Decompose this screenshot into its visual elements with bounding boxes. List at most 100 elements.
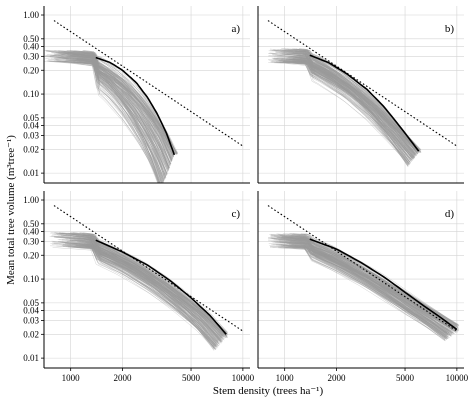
trajectory-line bbox=[70, 52, 164, 182]
trajectory-line bbox=[302, 54, 417, 156]
trajectory-line bbox=[277, 241, 453, 328]
trajectory-line bbox=[54, 53, 169, 171]
trajectory-line bbox=[295, 237, 453, 331]
trajectory-line bbox=[57, 57, 165, 180]
trajectory-line bbox=[53, 243, 224, 336]
trajectory-line bbox=[277, 233, 446, 341]
trajectory-line bbox=[61, 245, 225, 338]
trajectory-line bbox=[62, 60, 168, 174]
trajectory-line bbox=[63, 51, 163, 183]
trajectory-line bbox=[62, 245, 228, 335]
trajectory-line bbox=[60, 237, 222, 337]
trajectory-line bbox=[82, 55, 171, 165]
trajectory-line bbox=[73, 60, 177, 154]
trajectory-line bbox=[63, 246, 215, 350]
trajectory-line bbox=[66, 50, 170, 169]
trajectory-line bbox=[303, 48, 419, 153]
trajectory-line bbox=[280, 246, 456, 328]
trajectory-line bbox=[70, 235, 225, 341]
trajectory-line bbox=[271, 60, 417, 154]
trajectory-line bbox=[291, 50, 410, 162]
y-tick-label: 0.04 bbox=[23, 306, 39, 316]
trajectory-line bbox=[54, 55, 178, 155]
trajectory-line bbox=[303, 240, 453, 330]
trajectory-line bbox=[301, 50, 415, 159]
trajectory-line bbox=[78, 245, 226, 333]
trajectory-line bbox=[72, 50, 173, 160]
trajectory-line bbox=[272, 58, 421, 153]
trajectory-line bbox=[273, 57, 418, 155]
trajectory-line bbox=[295, 48, 418, 155]
y-tick-label: 0.05 bbox=[23, 298, 39, 308]
trajectory-line bbox=[58, 52, 172, 163]
trajectory-line bbox=[271, 57, 415, 156]
trajectory-line bbox=[50, 243, 219, 342]
trajectory-line bbox=[292, 56, 415, 158]
trajectory-line bbox=[44, 50, 163, 183]
trajectory-line bbox=[293, 50, 421, 153]
trajectory-line bbox=[284, 239, 449, 336]
trajectory-line bbox=[286, 237, 459, 331]
trajectory-line bbox=[58, 51, 165, 180]
trajectory-line bbox=[300, 244, 458, 332]
trajectory-line bbox=[75, 235, 222, 338]
panel-grid-lines bbox=[258, 191, 464, 368]
trajectory-line bbox=[85, 237, 222, 343]
trajectory-line bbox=[293, 58, 412, 162]
trajectory-line bbox=[295, 236, 448, 334]
trajectory-line bbox=[278, 237, 451, 336]
trajectory-line bbox=[52, 241, 220, 344]
trajectory-line bbox=[50, 58, 178, 154]
trajectory-line bbox=[76, 60, 175, 155]
trajectory-line bbox=[295, 246, 452, 330]
trajectory-line bbox=[74, 50, 173, 162]
trajectory-line bbox=[56, 60, 173, 161]
trajectory-line bbox=[286, 243, 445, 338]
trajectory-line bbox=[289, 59, 420, 153]
trajectory-line bbox=[81, 54, 169, 171]
y-tick-label: 0.02 bbox=[23, 329, 39, 339]
trajectory-line bbox=[84, 245, 228, 338]
trajectory-line bbox=[297, 239, 446, 339]
trajectory-line bbox=[273, 49, 413, 161]
trajectory-line bbox=[83, 239, 221, 340]
trajectory-line bbox=[281, 235, 454, 330]
trajectory-line bbox=[292, 62, 416, 158]
trajectory-line bbox=[281, 239, 455, 328]
trajectory-line bbox=[67, 235, 217, 350]
trajectory-line bbox=[298, 57, 420, 153]
trajectory-line bbox=[69, 238, 215, 349]
trajectory-line bbox=[87, 245, 228, 335]
trajectory-line bbox=[277, 246, 449, 339]
trajectory-line bbox=[282, 58, 410, 164]
trajectory-line bbox=[270, 235, 456, 329]
trajectory-line bbox=[282, 245, 458, 326]
trajectory-line bbox=[51, 244, 217, 345]
trajectory-line bbox=[290, 235, 449, 336]
trajectory-line bbox=[303, 62, 419, 153]
trajectory-line bbox=[287, 246, 447, 339]
trajectory-line bbox=[298, 54, 416, 156]
trajectory-line bbox=[53, 235, 216, 347]
y-tick-label: 0.01 bbox=[23, 168, 39, 178]
trajectory-line bbox=[288, 52, 413, 159]
trajectory-line bbox=[64, 53, 166, 177]
trajectory-line bbox=[284, 237, 448, 335]
trajectory-line bbox=[80, 242, 216, 348]
trajectory-line bbox=[272, 244, 453, 331]
trajectory-line bbox=[74, 53, 168, 176]
trajectory-line bbox=[85, 246, 228, 338]
trajectory-line bbox=[69, 240, 218, 348]
trajectory-line bbox=[63, 236, 226, 335]
trajectory-line bbox=[281, 48, 420, 152]
trajectory-line bbox=[284, 54, 414, 160]
trajectory-line bbox=[63, 51, 161, 183]
trajectory-line bbox=[44, 55, 161, 183]
trajectory-line bbox=[53, 57, 177, 155]
trajectory-line bbox=[271, 49, 417, 154]
y-tick-label: 0.20 bbox=[23, 65, 39, 75]
trajectory-line bbox=[290, 238, 448, 340]
trajectory-line bbox=[69, 58, 169, 171]
trajectory-line bbox=[89, 245, 224, 340]
x-tick-label: 1000 bbox=[276, 373, 295, 383]
